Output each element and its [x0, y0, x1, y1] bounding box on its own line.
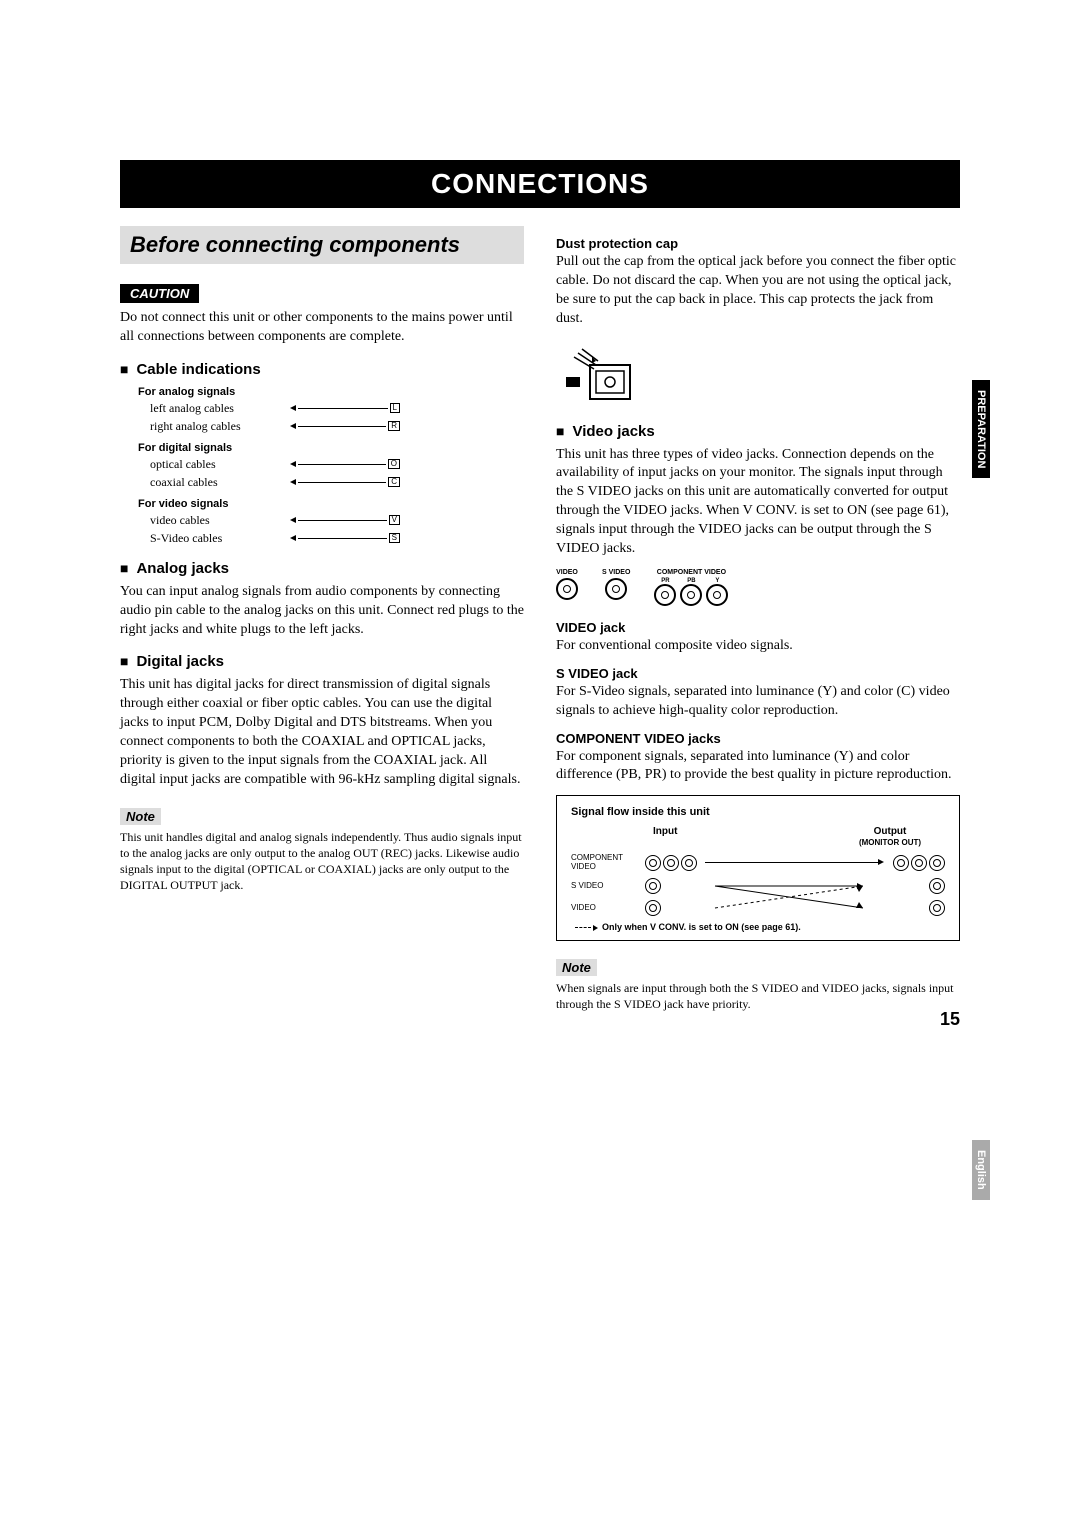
side-tab-preparation: PREPARATION — [972, 380, 990, 478]
svideo-jack-icon — [645, 878, 661, 894]
rca-jack-icon — [654, 584, 676, 606]
section-title: Before connecting components — [120, 226, 524, 264]
jack-component-label: COMPONENT VIDEO — [657, 569, 726, 576]
cable-row: coaxial cables C — [150, 475, 524, 490]
cable-group-video: For video signals — [138, 498, 524, 510]
cable-group-analog: For analog signals — [138, 386, 524, 398]
bottom-note: When signals are input through both the … — [556, 980, 960, 1012]
cable-row: left analog cables L — [150, 401, 524, 416]
jack-component-col: COMPONENT VIDEO PR PB Y — [654, 569, 728, 606]
caution-text: Do not connect this unit or other compon… — [120, 309, 524, 347]
cable-label: video cables — [150, 513, 290, 528]
flow-output-header: Output — [874, 826, 907, 837]
jack-video-col: VIDEO — [556, 569, 578, 600]
flow-input-header: Input — [645, 826, 835, 848]
cable-group-digital: For digital signals — [138, 442, 524, 454]
rca-jack-icon — [706, 584, 728, 606]
cable-row: optical cables O — [150, 457, 524, 472]
cable-glyph: L — [290, 403, 400, 413]
signal-flow-diagram: Signal flow inside this unit Input Outpu… — [556, 795, 960, 941]
rca-jack-icon — [929, 855, 945, 871]
left-column: Before connecting components CAUTION Do … — [120, 226, 524, 1020]
flow-row-label: VIDEO — [571, 904, 645, 913]
digital-jacks-note: This unit handles digital and analog sig… — [120, 829, 524, 894]
right-column: Dust protection cap Pull out the cap fro… — [556, 226, 960, 1020]
heading-analog-jacks: Analog jacks — [120, 560, 524, 577]
cable-label: S-Video cables — [150, 531, 290, 546]
component-jack-text: For component signals, separated into lu… — [556, 748, 960, 786]
cable-glyph: V — [290, 515, 400, 525]
flow-row-label: S VIDEO — [571, 882, 645, 891]
heading-video-jack: VIDEO jack — [556, 620, 960, 635]
jack-svideo-label: S VIDEO — [602, 569, 630, 576]
rca-jack-icon — [893, 855, 909, 871]
jack-pr-label: PR — [654, 578, 676, 584]
side-tab-english: English — [972, 1140, 990, 1200]
heading-digital-jacks: Digital jacks — [120, 653, 524, 670]
digital-jacks-text: This unit has digital jacks for direct t… — [120, 676, 524, 789]
video-jacks-text: This unit has three types of video jacks… — [556, 446, 960, 559]
jack-types-diagram: VIDEO S VIDEO COMPONENT VIDEO PR PB Y — [556, 569, 960, 606]
rca-jack-icon — [929, 900, 945, 916]
heading-video-jacks: Video jacks — [556, 423, 960, 440]
two-column-layout: Before connecting components CAUTION Do … — [120, 226, 960, 1020]
heading-component-jack: COMPONENT VIDEO jacks — [556, 731, 960, 746]
rca-jack-icon — [681, 855, 697, 871]
cable-glyph: S — [290, 533, 400, 543]
flow-footnote: Only when V CONV. is set to ON (see page… — [571, 922, 945, 932]
rca-jack-icon — [645, 855, 661, 871]
cable-glyph: O — [290, 459, 400, 469]
rca-jack-icon — [663, 855, 679, 871]
flow-row-svideo: S VIDEO — [571, 878, 945, 894]
flow-row-video: VIDEO — [571, 900, 945, 916]
jack-video-label: VIDEO — [556, 569, 578, 576]
rca-jack-icon — [680, 584, 702, 606]
cable-glyph: R — [290, 421, 400, 431]
svideo-jack-icon — [929, 878, 945, 894]
heading-svideo-jack: S VIDEO jack — [556, 666, 960, 681]
cable-label: coaxial cables — [150, 475, 290, 490]
cable-label: right analog cables — [150, 419, 290, 434]
svideo-jack-icon — [605, 578, 627, 600]
jack-svideo-col: S VIDEO — [602, 569, 630, 600]
note-label: Note — [120, 808, 161, 825]
heading-cable-indications: Cable indications — [120, 361, 524, 378]
dust-cap-text: Pull out the cap from the optical jack b… — [556, 253, 960, 329]
signal-flow-title: Signal flow inside this unit — [571, 806, 945, 818]
cable-row: S-Video cables S — [150, 531, 524, 546]
cable-row: video cables V — [150, 513, 524, 528]
svideo-jack-text: For S-Video signals, separated into lumi… — [556, 683, 960, 721]
cable-indications-table: For analog signals left analog cables L … — [120, 386, 524, 546]
flow-row-label: COMPONENT VIDEO — [571, 854, 645, 872]
dust-cap-illustration — [556, 339, 646, 409]
jack-y-label: Y — [706, 578, 728, 584]
jack-pb-label: PB — [680, 578, 702, 584]
caution-label: CAUTION — [120, 284, 199, 303]
page-banner: CONNECTIONS — [120, 160, 960, 208]
cable-label: optical cables — [150, 457, 290, 472]
rca-jack-icon — [645, 900, 661, 916]
cable-label: left analog cables — [150, 401, 290, 416]
note-label: Note — [556, 959, 597, 976]
rca-jack-icon — [556, 578, 578, 600]
heading-dust-cap: Dust protection cap — [556, 236, 960, 251]
cable-row: right analog cables R — [150, 419, 524, 434]
cable-glyph: C — [290, 477, 400, 487]
video-jack-text: For conventional composite video signals… — [556, 637, 960, 656]
page-number: 15 — [940, 1009, 960, 1030]
rca-jack-icon — [911, 855, 927, 871]
analog-jacks-text: You can input analog signals from audio … — [120, 583, 524, 640]
flow-monitor-out: (MONITOR OUT) — [859, 838, 921, 847]
